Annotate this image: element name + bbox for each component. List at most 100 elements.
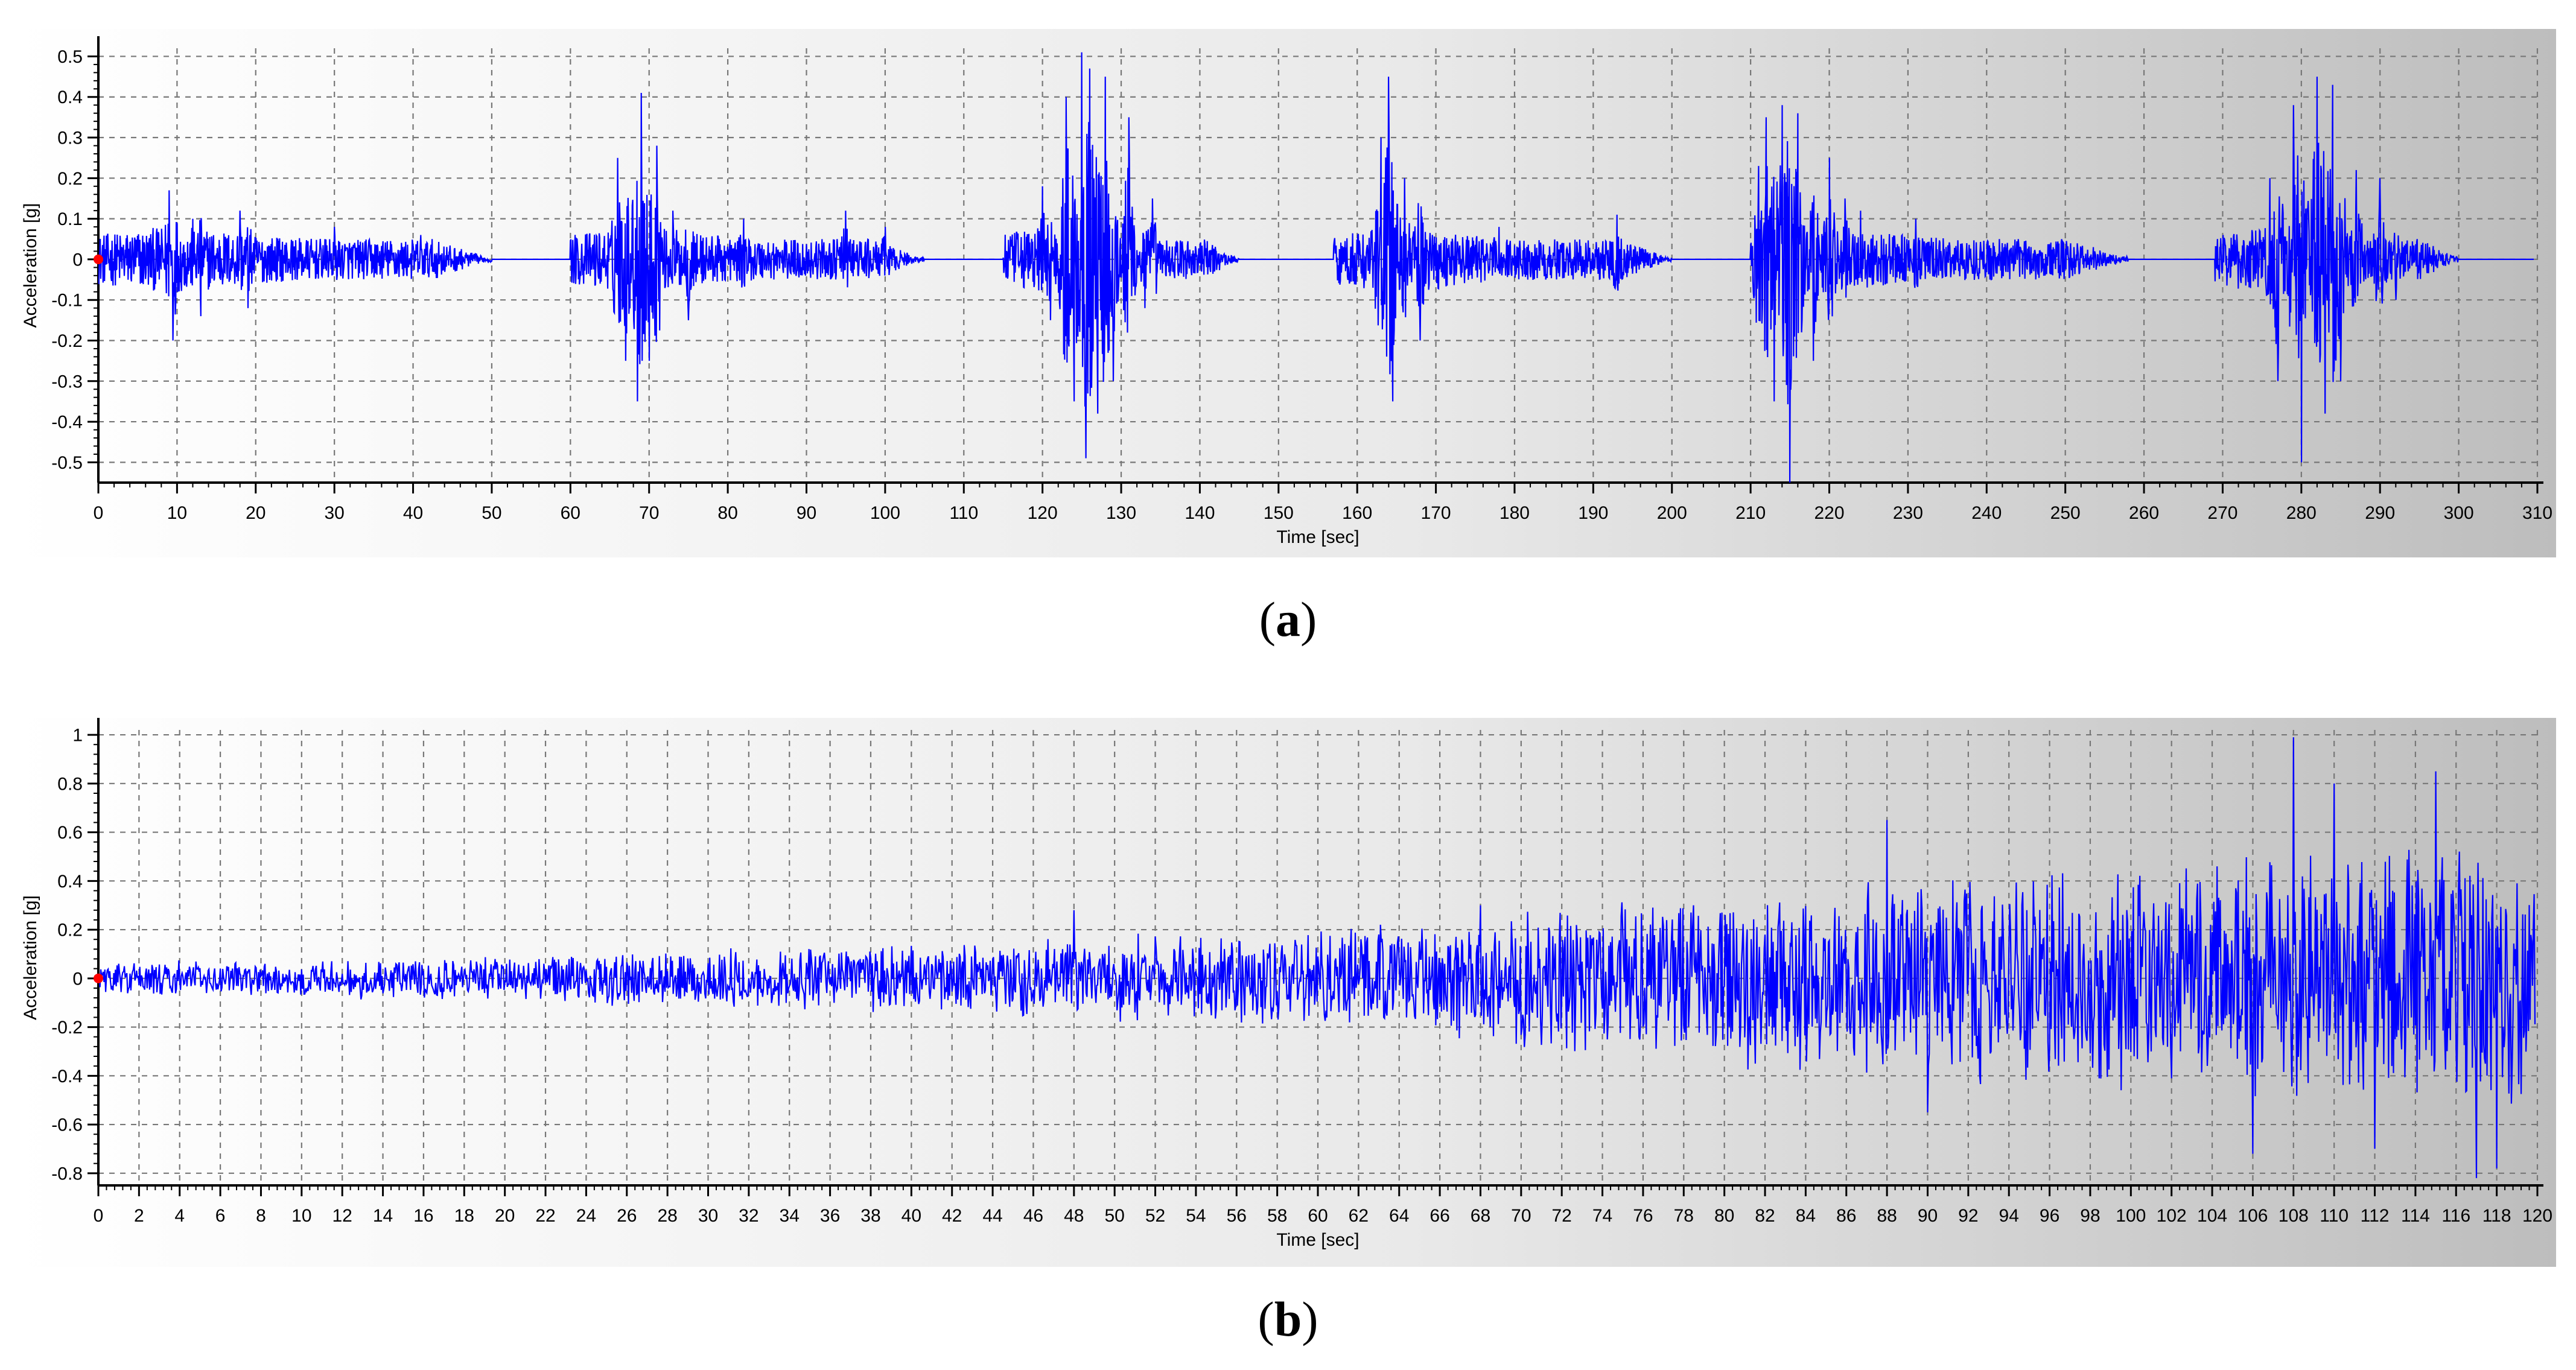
x-tick-label: 130 [1106, 503, 1136, 523]
y-tick-label: 0.2 [57, 169, 83, 189]
x-tick-label: 6 [215, 1206, 226, 1226]
x-tick-label: 84 [1796, 1206, 1816, 1226]
y-tick-label: 0 [72, 969, 83, 989]
x-tick-label: 120 [1028, 503, 1058, 523]
x-tick-label: 180 [1499, 503, 1530, 523]
x-tick-label: 30 [324, 503, 344, 523]
x-tick-label: 90 [797, 503, 816, 523]
x-tick-label: 90 [1918, 1206, 1938, 1226]
x-tick-label: 44 [982, 1206, 1002, 1226]
x-tick-label: 36 [820, 1206, 840, 1226]
chart-a-svg: 0 10 20 30 40 50 60 70 80 90 100 110 120 130 140 150 160… [12, 29, 2556, 557]
x-tick-label: 60 [561, 503, 580, 523]
y-tick-label: 0.4 [57, 87, 83, 107]
x-tick-label: 96 [2040, 1206, 2059, 1226]
x-tick-label: 100 [870, 503, 900, 523]
x-tick-label: 20 [246, 503, 266, 523]
x-tick-label: 220 [1814, 503, 1844, 523]
x-tick-label: 170 [1421, 503, 1451, 523]
x-tick-label: 120 [2522, 1206, 2552, 1226]
x-tick-label: 72 [1552, 1206, 1572, 1226]
start-marker [94, 254, 103, 264]
chart-background [12, 29, 2556, 557]
x-tick-label: 110 [949, 503, 978, 523]
y-tick-label: -0.3 [51, 372, 83, 392]
x-tick-label: 40 [902, 1206, 921, 1226]
x-tick-label: 210 [1735, 503, 1766, 523]
x-tick-label: 98 [2080, 1206, 2100, 1226]
x-tick-label: 64 [1389, 1206, 1409, 1226]
x-tick-label: 8 [256, 1206, 266, 1226]
x-tick-label: 56 [1227, 1206, 1247, 1226]
x-tick-label: 160 [1342, 503, 1372, 523]
x-tick-label: 118 [2482, 1206, 2511, 1226]
x-axis-label: Time [sec] [1276, 527, 1359, 547]
y-tick-label: 0.1 [57, 209, 83, 229]
x-tick-label: 10 [167, 503, 187, 523]
x-tick-label: 58 [1267, 1206, 1287, 1226]
grid [98, 48, 2539, 483]
x-tick-label: 260 [2129, 503, 2159, 523]
x-tick-label: 116 [2441, 1206, 2470, 1226]
y-tick-label: 0.4 [57, 872, 83, 892]
x-tick-label: 102 [2157, 1206, 2187, 1226]
x-tick-label: 310 [2522, 503, 2552, 523]
x-tick-label: 42 [942, 1206, 962, 1226]
x-tick-label: 106 [2237, 1206, 2268, 1226]
x-tick-label: 48 [1064, 1206, 1084, 1226]
x-tick-label: 0 [94, 503, 104, 523]
x-tick-label: 70 [1511, 1206, 1531, 1226]
x-tick-label: 18 [454, 1206, 474, 1226]
x-tick-label: 112 [2361, 1206, 2390, 1226]
x-tick-label: 24 [576, 1206, 596, 1226]
x-tick-label: 70 [639, 503, 659, 523]
y-tick-label: 0.5 [57, 47, 83, 67]
x-tick-label: 66 [1430, 1206, 1449, 1226]
x-tick-label: 22 [535, 1206, 555, 1226]
y-tick-label: -0.8 [51, 1164, 83, 1184]
y-tick-label: -0.6 [51, 1115, 83, 1135]
x-tick-label: 80 [1714, 1206, 1734, 1226]
x-tick-label: 100 [2116, 1206, 2146, 1226]
x-tick-label: 82 [1755, 1206, 1775, 1226]
x-tick-label: 30 [698, 1206, 718, 1226]
y-tick-label: -0.4 [51, 1067, 83, 1086]
y-tick-label: 0.6 [57, 823, 83, 843]
x-tick-label: 110 [2320, 1206, 2349, 1226]
x-tick-label: 62 [1349, 1206, 1369, 1226]
y-tick-label: -0.5 [51, 453, 83, 473]
x-tick-label: 104 [2197, 1206, 2227, 1226]
x-tick-label: 140 [1185, 503, 1215, 523]
x-tick-label: 290 [2365, 503, 2395, 523]
x-tick-label: 250 [2050, 503, 2081, 523]
x-tick-label: 28 [657, 1206, 677, 1226]
y-tick-label: 0.3 [57, 128, 83, 148]
x-tick-label: 10 [291, 1206, 311, 1226]
y-axis-label: Acceleration [g] [21, 203, 40, 328]
x-tick-label: 92 [1958, 1206, 1978, 1226]
x-tick-label: 34 [780, 1206, 800, 1226]
x-tick-label: 280 [2286, 503, 2317, 523]
y-tick-label: 0 [72, 250, 83, 270]
x-tick-label: 14 [373, 1206, 393, 1226]
x-tick-label: 86 [1836, 1206, 1856, 1226]
x-tick-label: 80 [717, 503, 737, 523]
caption-b: (b) [1258, 1292, 1318, 1346]
y-tick-label: 1 [72, 726, 83, 746]
x-tick-label: 26 [617, 1206, 637, 1226]
x-tick-label: 78 [1674, 1206, 1694, 1226]
caption-a: (a) [1259, 592, 1317, 647]
x-tick-label: 108 [2279, 1206, 2309, 1226]
x-tick-label: 54 [1186, 1206, 1206, 1226]
x-tick-label: 4 [174, 1206, 185, 1226]
x-tick-label: 240 [1971, 503, 2002, 523]
x-tick-label: 270 [2207, 503, 2237, 523]
x-tick-label: 230 [1893, 503, 1923, 523]
x-tick-label: 2 [134, 1206, 144, 1226]
y-tick-label: -0.2 [51, 1018, 83, 1038]
x-tick-label: 74 [1592, 1206, 1612, 1226]
x-tick-label: 150 [1264, 503, 1294, 523]
x-tick-label: 12 [332, 1206, 352, 1226]
x-tick-label: 16 [413, 1206, 433, 1226]
y-tick-label: -0.4 [51, 413, 83, 433]
